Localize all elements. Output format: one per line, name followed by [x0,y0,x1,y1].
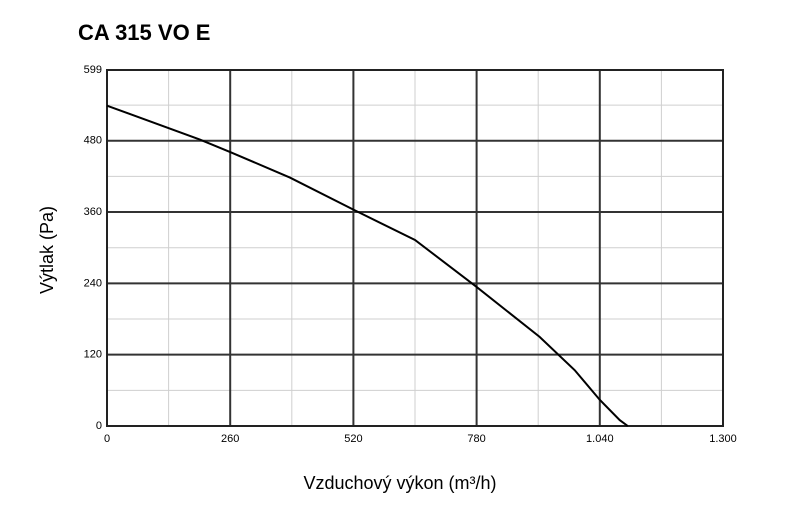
y-tick-label: 360 [84,206,102,218]
x-tick-label: 1.300 [709,433,737,445]
x-tick-label: 1.040 [586,433,614,445]
curve [106,104,629,427]
x-axis-label: Vzduchový výkon (m³/h) [303,473,496,493]
x-tick-label: 520 [344,433,362,445]
y-tick-label: 120 [84,349,102,361]
x-tick-label: 780 [467,433,485,445]
y-tick-label: 240 [84,277,102,289]
plot-frame [106,69,724,427]
y-tick-label: 599 [84,64,102,76]
y-tick-label: 480 [84,135,102,147]
y-axis-label: Výtlak (Pa) [37,206,57,294]
x-tick-label: 260 [221,433,239,445]
y-tick-label: 0 [96,420,102,432]
chart-title: CA 315 VO E [78,20,210,45]
x-tick-label: 0 [104,433,110,445]
